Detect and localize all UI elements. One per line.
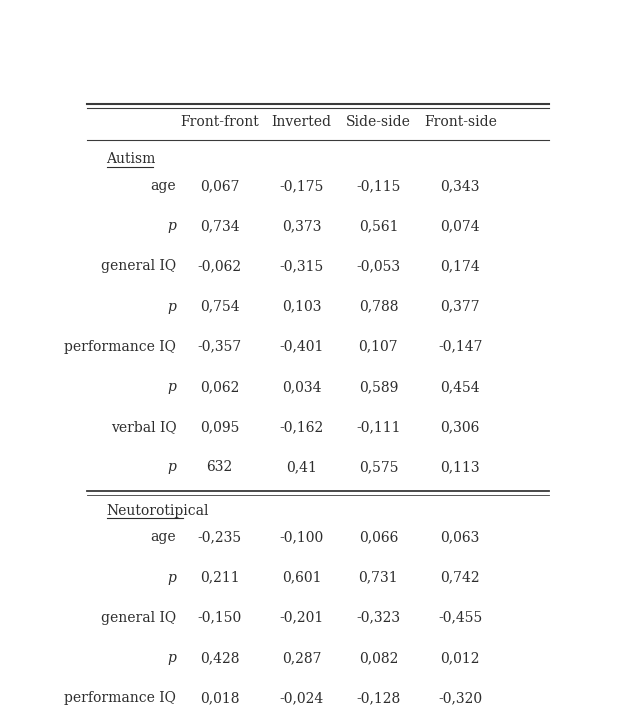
Text: 0,589: 0,589 xyxy=(359,380,398,394)
Text: p: p xyxy=(168,300,176,313)
Text: 0,428: 0,428 xyxy=(200,651,239,665)
Text: performance IQ: performance IQ xyxy=(65,691,176,705)
Text: 632: 632 xyxy=(206,460,233,474)
Text: -0,024: -0,024 xyxy=(279,691,324,705)
Text: 0,113: 0,113 xyxy=(440,460,480,474)
Text: -0,147: -0,147 xyxy=(438,340,483,353)
Text: 0,734: 0,734 xyxy=(200,219,240,233)
Text: Autism: Autism xyxy=(107,152,156,167)
Text: age: age xyxy=(151,531,176,544)
Text: -0,175: -0,175 xyxy=(279,179,324,193)
Text: 0,287: 0,287 xyxy=(282,651,321,665)
Text: 0,012: 0,012 xyxy=(440,651,480,665)
Text: verbal IQ: verbal IQ xyxy=(111,420,176,434)
Text: 0,731: 0,731 xyxy=(358,571,398,584)
Text: p: p xyxy=(168,571,176,584)
Text: Inverted: Inverted xyxy=(271,115,332,129)
Text: 0,454: 0,454 xyxy=(440,380,480,394)
Text: Front-front: Front-front xyxy=(180,115,259,129)
Text: -0,357: -0,357 xyxy=(197,340,242,353)
Text: 0,066: 0,066 xyxy=(359,531,398,544)
Text: 0,067: 0,067 xyxy=(200,179,239,193)
Text: 0,034: 0,034 xyxy=(282,380,321,394)
Text: Neutorotipical: Neutorotipical xyxy=(107,504,209,518)
Text: age: age xyxy=(151,179,176,193)
Text: 0,575: 0,575 xyxy=(359,460,398,474)
Text: -0,401: -0,401 xyxy=(279,340,324,353)
Text: p: p xyxy=(168,460,176,474)
Text: 0,306: 0,306 xyxy=(440,420,480,434)
Text: Front-side: Front-side xyxy=(424,115,497,129)
Text: 0,742: 0,742 xyxy=(440,571,480,584)
Text: -0,315: -0,315 xyxy=(279,259,324,274)
Text: 0,103: 0,103 xyxy=(282,300,321,313)
Text: general IQ: general IQ xyxy=(101,259,176,274)
Text: 0,601: 0,601 xyxy=(282,571,321,584)
Text: -0,455: -0,455 xyxy=(438,611,483,625)
Text: 0,788: 0,788 xyxy=(359,300,398,313)
Text: -0,128: -0,128 xyxy=(356,691,401,705)
Text: p: p xyxy=(168,219,176,233)
Text: performance IQ: performance IQ xyxy=(65,340,176,353)
Text: -0,162: -0,162 xyxy=(279,420,324,434)
Text: 0,018: 0,018 xyxy=(200,691,239,705)
Text: -0,323: -0,323 xyxy=(356,611,401,625)
Text: -0,115: -0,115 xyxy=(356,179,401,193)
Text: -0,100: -0,100 xyxy=(279,531,324,544)
Text: 0,063: 0,063 xyxy=(440,531,480,544)
Text: 0,373: 0,373 xyxy=(282,219,321,233)
Text: p: p xyxy=(168,651,176,665)
Text: -0,053: -0,053 xyxy=(356,259,401,274)
Text: 0,561: 0,561 xyxy=(359,219,398,233)
Text: 0,754: 0,754 xyxy=(200,300,240,313)
Text: 0,107: 0,107 xyxy=(358,340,398,353)
Text: -0,320: -0,320 xyxy=(438,691,483,705)
Text: p: p xyxy=(168,380,176,394)
Text: Side-side: Side-side xyxy=(346,115,411,129)
Text: 0,211: 0,211 xyxy=(200,571,240,584)
Text: -0,062: -0,062 xyxy=(197,259,242,274)
Text: 0,41: 0,41 xyxy=(286,460,317,474)
Text: -0,235: -0,235 xyxy=(197,531,242,544)
Text: 0,074: 0,074 xyxy=(440,219,480,233)
Text: -0,201: -0,201 xyxy=(279,611,324,625)
Text: 0,174: 0,174 xyxy=(440,259,480,274)
Text: -0,111: -0,111 xyxy=(356,420,401,434)
Text: 0,377: 0,377 xyxy=(440,300,480,313)
Text: 0,095: 0,095 xyxy=(200,420,239,434)
Text: -0,150: -0,150 xyxy=(197,611,242,625)
Text: 0,082: 0,082 xyxy=(359,651,398,665)
Text: general IQ: general IQ xyxy=(101,611,176,625)
Text: 0,062: 0,062 xyxy=(200,380,239,394)
Text: 0,343: 0,343 xyxy=(440,179,480,193)
